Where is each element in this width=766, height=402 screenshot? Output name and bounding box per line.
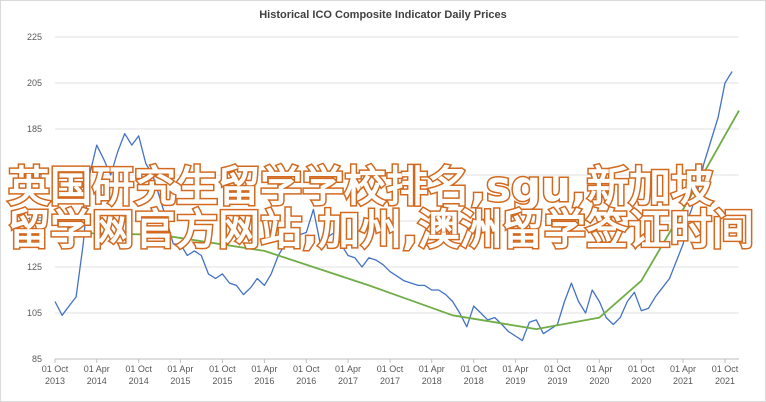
x-tick-label: 01 Apr 2019 <box>502 364 528 386</box>
x-tick-label: 01 Apr 2018 <box>419 364 445 386</box>
x-tick-label: 01 Oct 2019 <box>544 364 571 386</box>
x-tick-label: 01 Apr 2015 <box>167 364 193 386</box>
y-tick-label: 145 <box>27 216 42 226</box>
plot-area: 85 105 125 145 165 185 205 225 01 Oct 2013 01 Apr 2… <box>27 32 740 386</box>
x-tick-label: 01 Apr 2020 <box>586 364 612 386</box>
x-tick-label: 01 Oct 2018 <box>460 364 487 386</box>
x-tick-label: 01 Apr 2014 <box>84 364 110 386</box>
x-tick-label: 01 Apr 2017 <box>335 364 361 386</box>
x-tick-label: 01 Oct 2017 <box>377 364 404 386</box>
x-tick-label: 01 Oct 2016 <box>293 364 320 386</box>
x-tick-label: 01 Oct 2013 <box>42 364 69 386</box>
y-tick-label: 105 <box>27 308 42 318</box>
chart-title: Historical ICO Composite Indicator Daily… <box>259 9 507 21</box>
x-tick-label: 01 Oct 2014 <box>125 364 152 386</box>
x-tick-label: 01 Oct 2020 <box>628 364 655 386</box>
x-tick-label: 01 Oct 2021 <box>712 364 739 386</box>
x-tick-label: 01 Apr 2016 <box>251 364 277 386</box>
x-tick-label: 01 Apr 2021 <box>670 364 696 386</box>
y-tick-label: 165 <box>27 170 42 180</box>
y-tick-label: 85 <box>32 354 42 364</box>
y-tick-label: 185 <box>27 124 42 134</box>
y-tick-label: 205 <box>27 78 42 88</box>
data-line <box>54 71 733 342</box>
overlay-text: 留学网官方网站,加州,澳洲留学签证时间 <box>8 205 754 254</box>
data-line <box>54 110 740 330</box>
y-tick-label: 225 <box>27 32 42 42</box>
y-tick-label: 125 <box>27 262 42 272</box>
overlay-text: 英国研究生留学学校排名,sgu,新加坡 <box>8 162 713 211</box>
x-tick-label: 01 Oct 2015 <box>209 364 236 386</box>
